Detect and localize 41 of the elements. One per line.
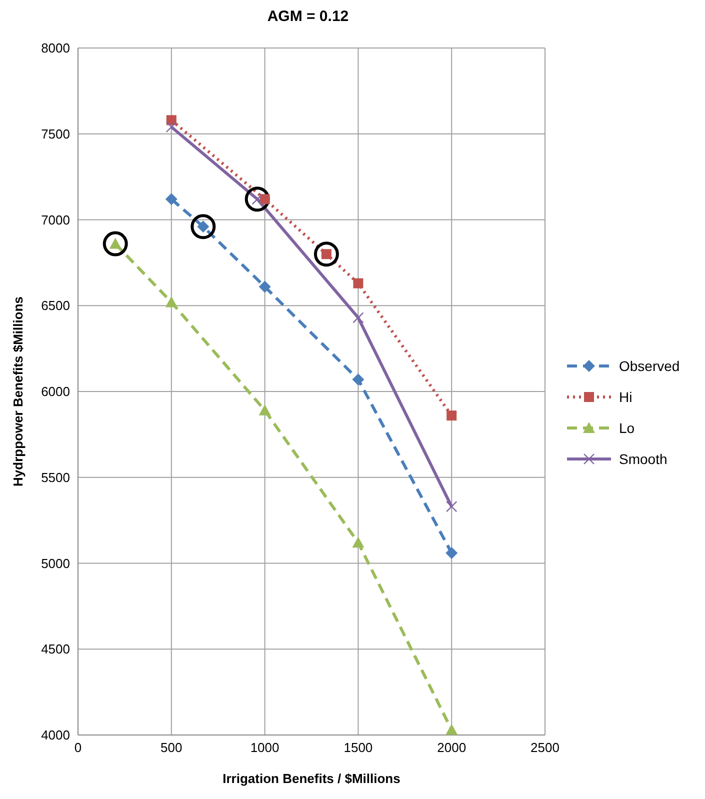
- y-tick-label: 6500: [41, 298, 70, 314]
- x-tick-label: 2500: [530, 740, 560, 756]
- point: [244, 186, 270, 212]
- x-axis-title: Irrigation Benefits / $Millions: [222, 771, 400, 786]
- y-tick-label: 7500: [41, 126, 70, 142]
- point: [190, 214, 216, 240]
- y-tick-label: 4500: [41, 642, 70, 657]
- legend-label: Smooth: [619, 451, 668, 467]
- point: [352, 373, 364, 386]
- x-tick-label: 2000: [437, 740, 466, 756]
- y-tick-label: 4000: [41, 728, 70, 743]
- y-axis-title: Hydrppower Benefits $Millions: [10, 296, 26, 486]
- y-tick-label: 5500: [41, 470, 70, 485]
- point: [314, 242, 339, 267]
- legend-label: Lo: [619, 420, 635, 436]
- point: [260, 194, 270, 204]
- y-tick-label: 7000: [41, 212, 70, 228]
- x-tick-label: 1000: [250, 740, 280, 756]
- point: [166, 115, 176, 126]
- point: [353, 278, 364, 288]
- x-tick-label: 1500: [344, 740, 373, 756]
- point: [446, 500, 458, 512]
- point: [165, 296, 178, 308]
- point: [446, 410, 457, 421]
- point: [258, 280, 271, 293]
- y-tick-label: 6000: [41, 384, 70, 400]
- legend-label: Hi: [619, 389, 632, 405]
- point: [258, 404, 271, 416]
- point: [102, 231, 128, 256]
- chart-title: AGM = 0.12: [266, 8, 350, 27]
- y-tick-label: 8000: [41, 40, 70, 56]
- point: [446, 546, 458, 559]
- legend-label: Observed: [619, 358, 680, 374]
- point: [352, 536, 364, 548]
- point: [446, 724, 458, 735]
- x-tick-label: 500: [160, 740, 182, 756]
- point: [352, 312, 364, 324]
- x-tick-label: 0: [74, 740, 82, 756]
- point: [166, 121, 177, 133]
- point: [165, 193, 178, 206]
- y-tick-label: 5000: [41, 556, 70, 571]
